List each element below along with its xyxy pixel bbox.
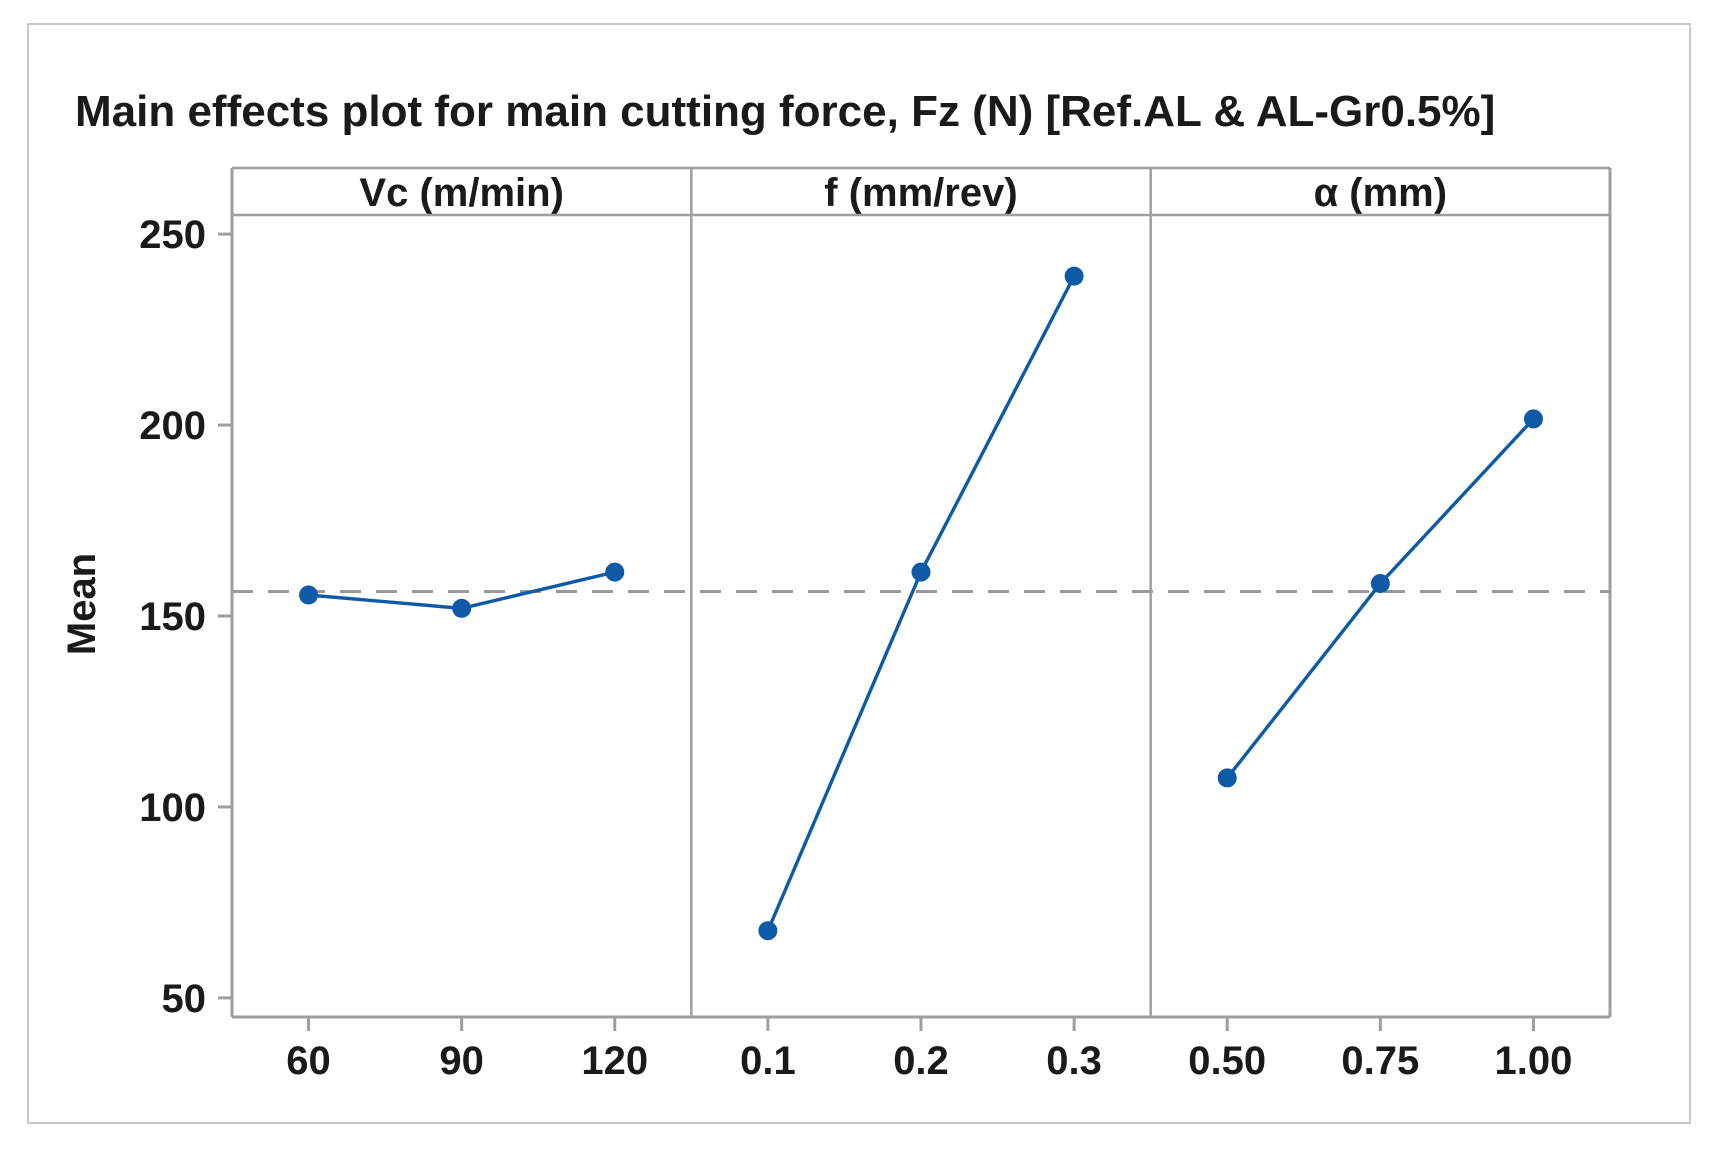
data-point <box>605 562 625 582</box>
panel-header-label: f (mm/rev) <box>824 171 1017 215</box>
data-point <box>1523 409 1543 429</box>
y-axis-title: Mean <box>60 553 104 655</box>
data-point <box>452 598 472 618</box>
x-tick-label: 60 <box>286 1039 331 1083</box>
panel-header-label: Vc (m/min) <box>359 171 563 215</box>
x-tick-label: 0.75 <box>1341 1039 1419 1083</box>
x-tick-label: 0.1 <box>740 1039 796 1083</box>
series-line <box>766 275 1076 932</box>
panel-header-label: α (mm) <box>1314 171 1447 215</box>
y-tick-label: 50 <box>162 977 207 1021</box>
chart-title: Main effects plot for main cutting force… <box>75 87 1496 136</box>
data-point <box>758 921 778 941</box>
x-tick-label: 1.00 <box>1495 1039 1573 1083</box>
x-tick-label: 90 <box>439 1039 484 1083</box>
x-tick-label: 0.50 <box>1188 1039 1266 1083</box>
y-tick-label: 150 <box>139 595 206 639</box>
series-line <box>1225 417 1535 779</box>
x-tick-label: 0.3 <box>1046 1039 1102 1083</box>
y-tick-label: 250 <box>139 213 206 257</box>
figure-frame: Main effects plot for main cutting force… <box>27 23 1691 1124</box>
data-point <box>1064 266 1084 286</box>
data-point <box>1370 574 1390 594</box>
y-tick-label: 100 <box>139 786 206 830</box>
y-tick-label: 200 <box>139 404 206 448</box>
x-tick-label: 120 <box>581 1039 648 1083</box>
data-point <box>911 562 931 582</box>
data-point <box>1217 768 1237 788</box>
x-tick-label: 0.2 <box>893 1039 949 1083</box>
data-point <box>299 585 319 605</box>
